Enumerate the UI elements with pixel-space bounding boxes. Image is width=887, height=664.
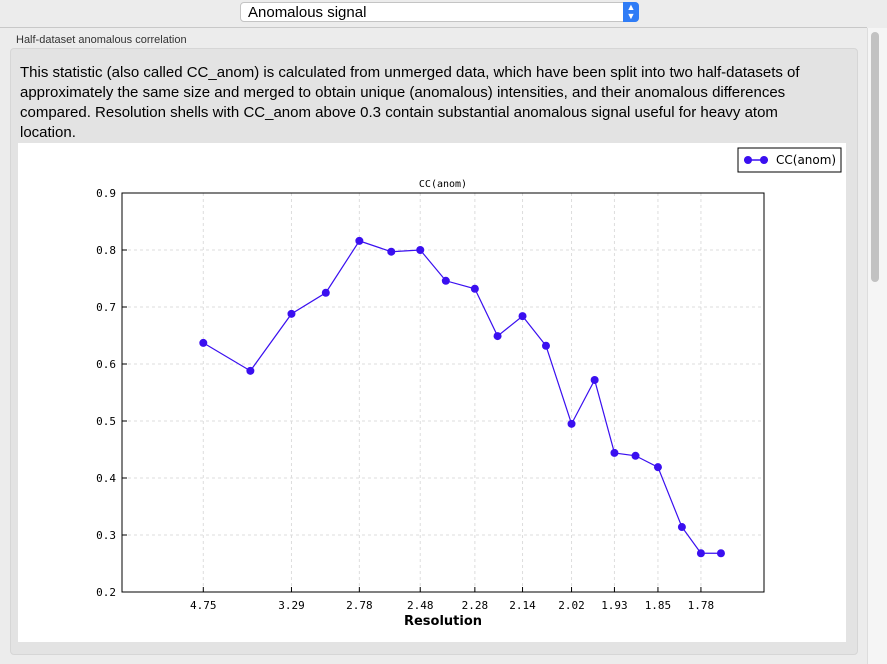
y-tick-label: 0.5: [96, 415, 116, 428]
scrollbar-thumb[interactable]: [871, 32, 879, 282]
data-point: [493, 332, 502, 341]
data-point: [716, 549, 725, 558]
top-bar: Anomalous signal ▲ ▼: [0, 0, 867, 28]
x-tick-label: 1.78: [688, 599, 715, 612]
data-point: [199, 338, 208, 347]
updown-chevron-icon: ▲ ▼: [623, 2, 639, 22]
legend-label: CC(anom): [776, 153, 836, 167]
y-tick-label: 0.9: [96, 187, 116, 200]
x-tick-label: 3.29: [278, 599, 305, 612]
data-point: [541, 341, 550, 350]
y-tick-label: 0.2: [96, 586, 116, 599]
y-tick-label: 0.4: [96, 472, 116, 485]
y-tick-label: 0.8: [96, 244, 116, 257]
view-select[interactable]: Anomalous signal ▲ ▼: [240, 2, 639, 22]
data-point: [567, 419, 576, 428]
legend-marker: [760, 156, 768, 164]
data-point: [387, 247, 396, 256]
legend-marker: [744, 156, 752, 164]
view-select-value: Anomalous signal: [248, 4, 367, 21]
data-point: [696, 549, 705, 558]
data-point: [590, 375, 599, 384]
group-title: Half-dataset anomalous correlation: [16, 34, 187, 46]
x-tick-label: 2.14: [509, 599, 536, 612]
data-point: [518, 312, 527, 321]
data-point: [287, 309, 296, 318]
x-axis-label: Resolution: [404, 614, 482, 629]
y-tick-label: 0.3: [96, 529, 116, 542]
x-tick-label: 1.93: [601, 599, 628, 612]
x-tick-label: 2.48: [407, 599, 434, 612]
x-tick-label: 2.28: [462, 599, 489, 612]
chart-area: [18, 143, 846, 642]
data-point: [416, 246, 425, 254]
vertical-scrollbar[interactable]: [867, 28, 887, 664]
x-tick-label: 2.78: [346, 599, 373, 612]
data-point: [441, 276, 450, 285]
series-line: [202, 240, 721, 554]
chart-title: CC(anom): [419, 179, 467, 190]
x-tick-label: 2.02: [558, 599, 585, 612]
plot-frame: [121, 192, 765, 593]
data-point: [610, 448, 619, 457]
x-tick-label: 1.85: [645, 599, 672, 612]
data-point: [653, 463, 662, 472]
legend: CC(anom): [737, 147, 842, 173]
data-point: [321, 288, 330, 297]
data-point: [470, 284, 479, 293]
data-point: [246, 366, 255, 375]
description-text: This statistic (also called CC_anom) is …: [20, 64, 800, 141]
data-point: [677, 523, 686, 532]
data-point: [631, 451, 640, 460]
data-point: [355, 236, 364, 245]
x-tick-label: 4.75: [190, 599, 217, 612]
y-tick-label: 0.6: [96, 358, 116, 371]
y-tick-label: 0.7: [96, 301, 116, 314]
